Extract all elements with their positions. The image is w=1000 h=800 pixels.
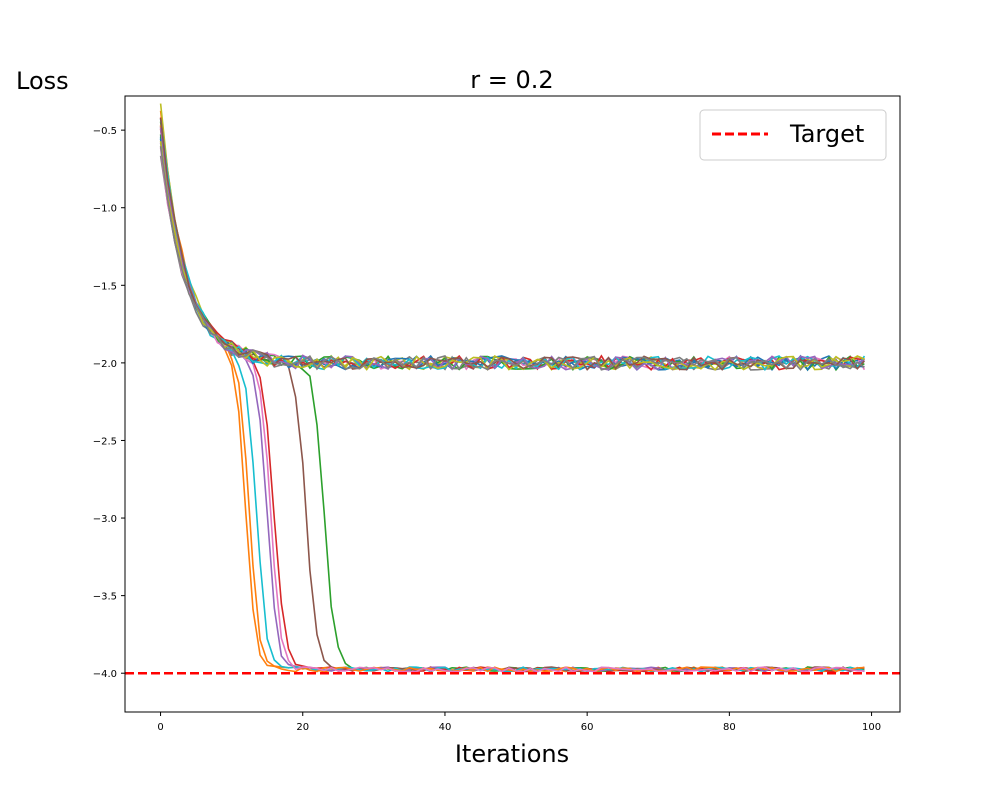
plot-frame — [124, 95, 901, 713]
legend-target-label: Target — [789, 120, 864, 148]
x-tick-label: 100 — [862, 722, 881, 733]
ticks-layer: 0 20 40 60 80 100 −4.0 −3.5 −3.0 −2.5 −2.0 −1.5 −1.0… — [93, 126, 881, 733]
series-line-7 — [159, 127, 866, 371]
series-line-10 — [159, 138, 865, 673]
x-tick-label: 0 — [157, 722, 163, 733]
x-tick-label: 60 — [581, 722, 594, 733]
series-line-1 — [159, 136, 865, 371]
legend-box — [699, 109, 887, 161]
series-line-12 — [159, 134, 865, 372]
x-tick-label: 80 — [723, 722, 736, 733]
x-tick-label: 20 — [296, 722, 309, 733]
x-axis-label: Iterations — [455, 740, 569, 768]
x-tick-label: 40 — [439, 722, 452, 733]
y-tick-label: −1.5 — [93, 281, 117, 292]
series-line-17 — [159, 127, 865, 371]
series-line-3 — [159, 121, 865, 673]
y-axis-label: Loss — [16, 67, 69, 95]
series-line-20 — [159, 146, 865, 371]
series-line-2 — [159, 110, 865, 673]
chart-title: r = 0.2 — [470, 66, 553, 94]
y-tick-label: −2.5 — [93, 436, 117, 447]
y-tick-label: −1.0 — [93, 204, 117, 215]
series-line-15 — [159, 138, 865, 372]
series-line-13 — [159, 147, 865, 673]
series-line-5 — [159, 142, 865, 673]
y-tick-label: −3.5 — [93, 592, 117, 603]
y-tick-label: −2.0 — [93, 359, 117, 370]
series-line-8 — [159, 155, 866, 371]
y-tick-label: −4.0 — [93, 669, 117, 680]
y-tick-label: −0.5 — [93, 126, 117, 137]
legend: Target — [699, 109, 887, 161]
series-line-11 — [159, 124, 865, 673]
y-tick-label: −3.0 — [93, 514, 117, 525]
series-line-18 — [159, 141, 865, 371]
series-line-4 — [159, 128, 865, 673]
series-layer — [159, 103, 866, 673]
series-line-6 — [159, 126, 865, 673]
